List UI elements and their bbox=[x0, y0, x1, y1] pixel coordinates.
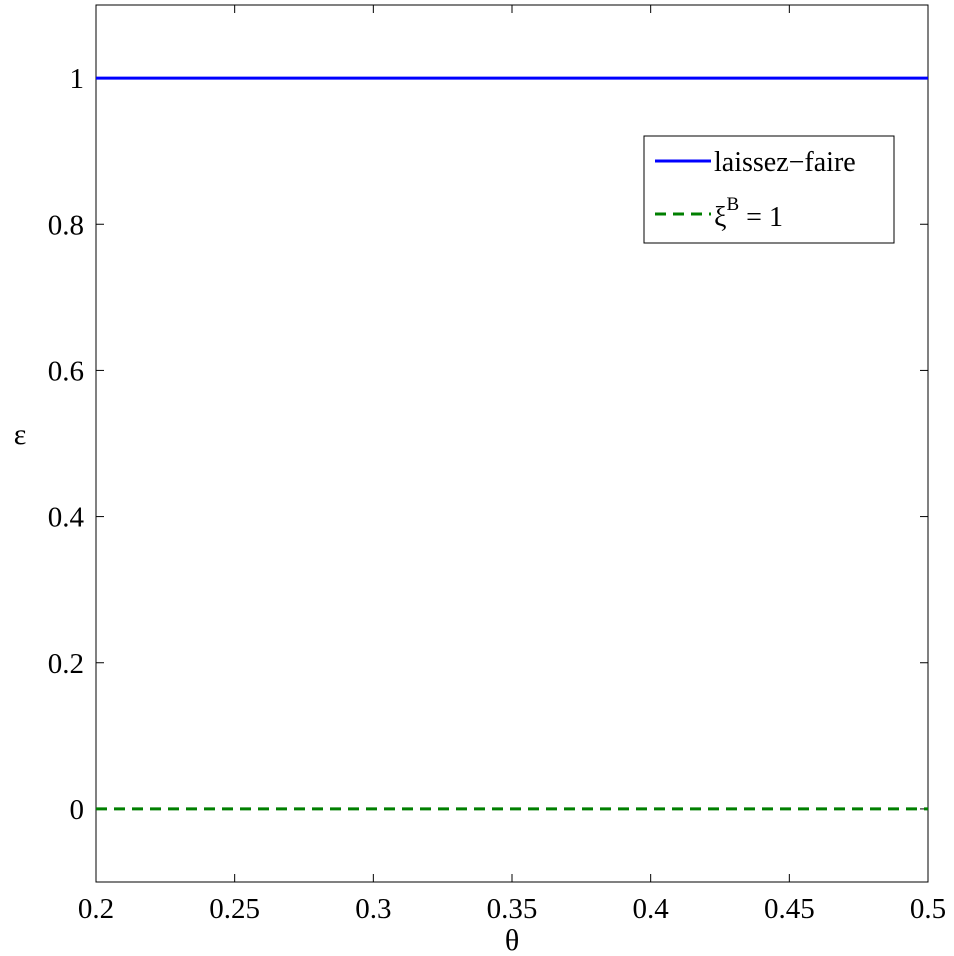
legend-label-xi-b-rest: = 1 bbox=[739, 202, 783, 233]
y-tick-label: 0.2 bbox=[48, 648, 84, 680]
legend-label-xi-b-sup: B bbox=[726, 194, 739, 215]
y-tick-labels: 0 0.2 0.4 0.6 0.8 1 bbox=[48, 63, 85, 826]
y-tick-label: 0.6 bbox=[48, 355, 84, 387]
x-tick-label: 0.2 bbox=[78, 893, 114, 925]
y-tick-label: 0.8 bbox=[48, 209, 84, 241]
legend-label-xi-b-base: ξ bbox=[714, 202, 726, 233]
legend-box bbox=[643, 135, 895, 244]
x-tick-label: 0.35 bbox=[487, 893, 538, 925]
x-tick-label: 0.5 bbox=[910, 893, 946, 925]
legend-label-laissez-faire: laissez−faire bbox=[714, 147, 856, 178]
legend: laissez−faire ξB = 1 bbox=[643, 135, 895, 244]
y-tick-label: 1 bbox=[70, 63, 85, 95]
x-axis-label: θ bbox=[505, 924, 519, 956]
x-tick-label: 0.45 bbox=[764, 893, 815, 925]
x-tick-labels: 0.2 0.25 0.3 0.35 0.4 0.45 0.5 bbox=[78, 893, 946, 925]
x-tick-label: 0.3 bbox=[355, 893, 391, 925]
y-tick-label: 0.4 bbox=[48, 502, 85, 534]
y-axis-label: ε bbox=[14, 418, 27, 451]
x-tick-label: 0.4 bbox=[633, 893, 670, 925]
series-lines bbox=[96, 76, 928, 811]
x-tick-label: 0.25 bbox=[209, 893, 260, 925]
legend-label-xi-b: ξB = 1 bbox=[714, 194, 783, 233]
y-tick-label: 0 bbox=[70, 794, 85, 826]
